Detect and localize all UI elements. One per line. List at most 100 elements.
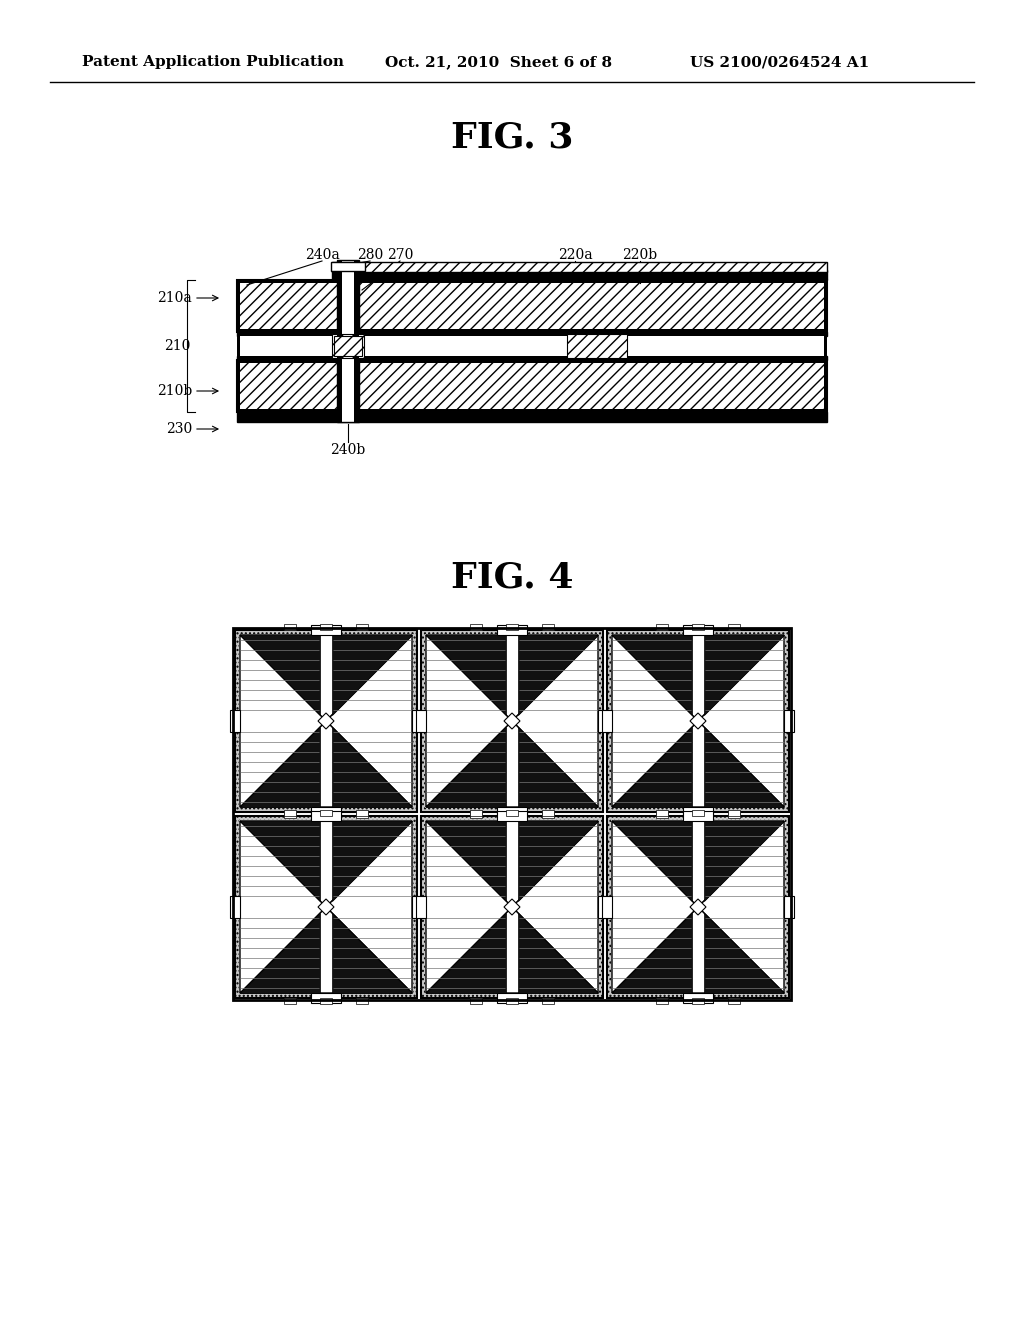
Bar xyxy=(425,820,599,994)
Bar xyxy=(356,998,369,1005)
Polygon shape xyxy=(612,635,698,807)
Bar xyxy=(611,820,785,994)
Polygon shape xyxy=(612,721,784,807)
Polygon shape xyxy=(705,635,784,715)
Bar xyxy=(237,412,827,422)
Polygon shape xyxy=(240,821,412,907)
Text: 280: 280 xyxy=(357,248,383,261)
Bar xyxy=(692,998,705,1005)
Polygon shape xyxy=(332,913,412,993)
Polygon shape xyxy=(240,821,326,993)
Bar xyxy=(506,812,518,818)
Polygon shape xyxy=(240,635,319,715)
Polygon shape xyxy=(326,635,412,807)
Bar xyxy=(319,810,332,816)
Text: 210a: 210a xyxy=(158,290,193,305)
Bar xyxy=(319,624,332,630)
Text: 210b: 210b xyxy=(157,384,193,399)
Bar xyxy=(470,998,481,1005)
Bar xyxy=(416,710,426,733)
Bar xyxy=(497,810,527,821)
Text: 220a: 220a xyxy=(558,248,592,261)
Bar xyxy=(237,360,827,412)
Polygon shape xyxy=(426,913,506,993)
Bar xyxy=(728,810,740,816)
Polygon shape xyxy=(332,635,412,715)
Bar xyxy=(543,812,554,818)
Bar xyxy=(497,624,527,635)
Polygon shape xyxy=(612,635,692,715)
Bar xyxy=(470,812,481,818)
Bar xyxy=(332,261,827,272)
Bar xyxy=(237,280,827,282)
Bar xyxy=(728,812,740,818)
Bar xyxy=(470,624,481,630)
Bar xyxy=(412,710,422,733)
Bar xyxy=(683,810,713,821)
Bar xyxy=(356,812,369,818)
Bar xyxy=(319,812,332,818)
Bar xyxy=(237,360,827,363)
Text: 230: 230 xyxy=(166,422,193,436)
Bar xyxy=(567,334,627,358)
Polygon shape xyxy=(240,635,412,721)
Bar xyxy=(284,624,296,630)
Text: FIG. 3: FIG. 3 xyxy=(451,121,573,154)
Polygon shape xyxy=(612,635,784,721)
Bar xyxy=(311,807,341,817)
Polygon shape xyxy=(240,727,319,807)
Bar xyxy=(692,810,705,816)
Bar xyxy=(237,329,827,333)
Bar xyxy=(602,710,612,733)
Bar xyxy=(230,896,240,917)
Bar xyxy=(416,896,426,917)
Bar xyxy=(497,993,527,1003)
Bar xyxy=(607,630,790,812)
Text: 240a: 240a xyxy=(304,248,339,261)
Bar xyxy=(683,624,713,635)
Bar xyxy=(611,634,785,808)
Bar xyxy=(506,624,518,630)
Bar xyxy=(237,280,827,333)
Text: FIG. 4: FIG. 4 xyxy=(451,561,573,595)
Polygon shape xyxy=(332,727,412,807)
Polygon shape xyxy=(512,821,598,993)
Polygon shape xyxy=(332,821,412,902)
Polygon shape xyxy=(426,635,598,721)
Bar xyxy=(284,812,296,818)
Bar xyxy=(332,271,827,280)
Polygon shape xyxy=(612,727,692,807)
Bar xyxy=(728,624,740,630)
Text: 240b: 240b xyxy=(331,444,366,457)
Polygon shape xyxy=(240,907,412,993)
Bar xyxy=(234,816,417,998)
Bar xyxy=(233,628,791,1001)
Polygon shape xyxy=(240,635,326,807)
Polygon shape xyxy=(426,721,598,807)
Text: 270: 270 xyxy=(387,248,414,261)
Polygon shape xyxy=(518,821,598,902)
Polygon shape xyxy=(518,635,598,715)
Text: Oct. 21, 2010  Sheet 6 of 8: Oct. 21, 2010 Sheet 6 of 8 xyxy=(385,55,612,69)
Bar xyxy=(506,810,518,816)
Polygon shape xyxy=(240,913,319,993)
Bar xyxy=(237,409,827,412)
Bar xyxy=(425,634,599,808)
Polygon shape xyxy=(426,821,512,993)
Bar xyxy=(331,261,365,271)
Polygon shape xyxy=(690,713,706,729)
Polygon shape xyxy=(612,913,692,993)
Polygon shape xyxy=(612,821,692,902)
Polygon shape xyxy=(326,821,412,993)
Bar xyxy=(356,810,369,816)
Bar xyxy=(692,624,705,630)
Bar xyxy=(239,634,413,808)
Bar xyxy=(284,810,296,816)
Bar xyxy=(234,630,417,812)
Bar xyxy=(230,710,240,733)
Bar xyxy=(284,998,296,1005)
Bar xyxy=(655,998,668,1005)
Bar xyxy=(334,337,362,356)
Polygon shape xyxy=(698,821,784,993)
Text: 220b: 220b xyxy=(623,248,657,261)
